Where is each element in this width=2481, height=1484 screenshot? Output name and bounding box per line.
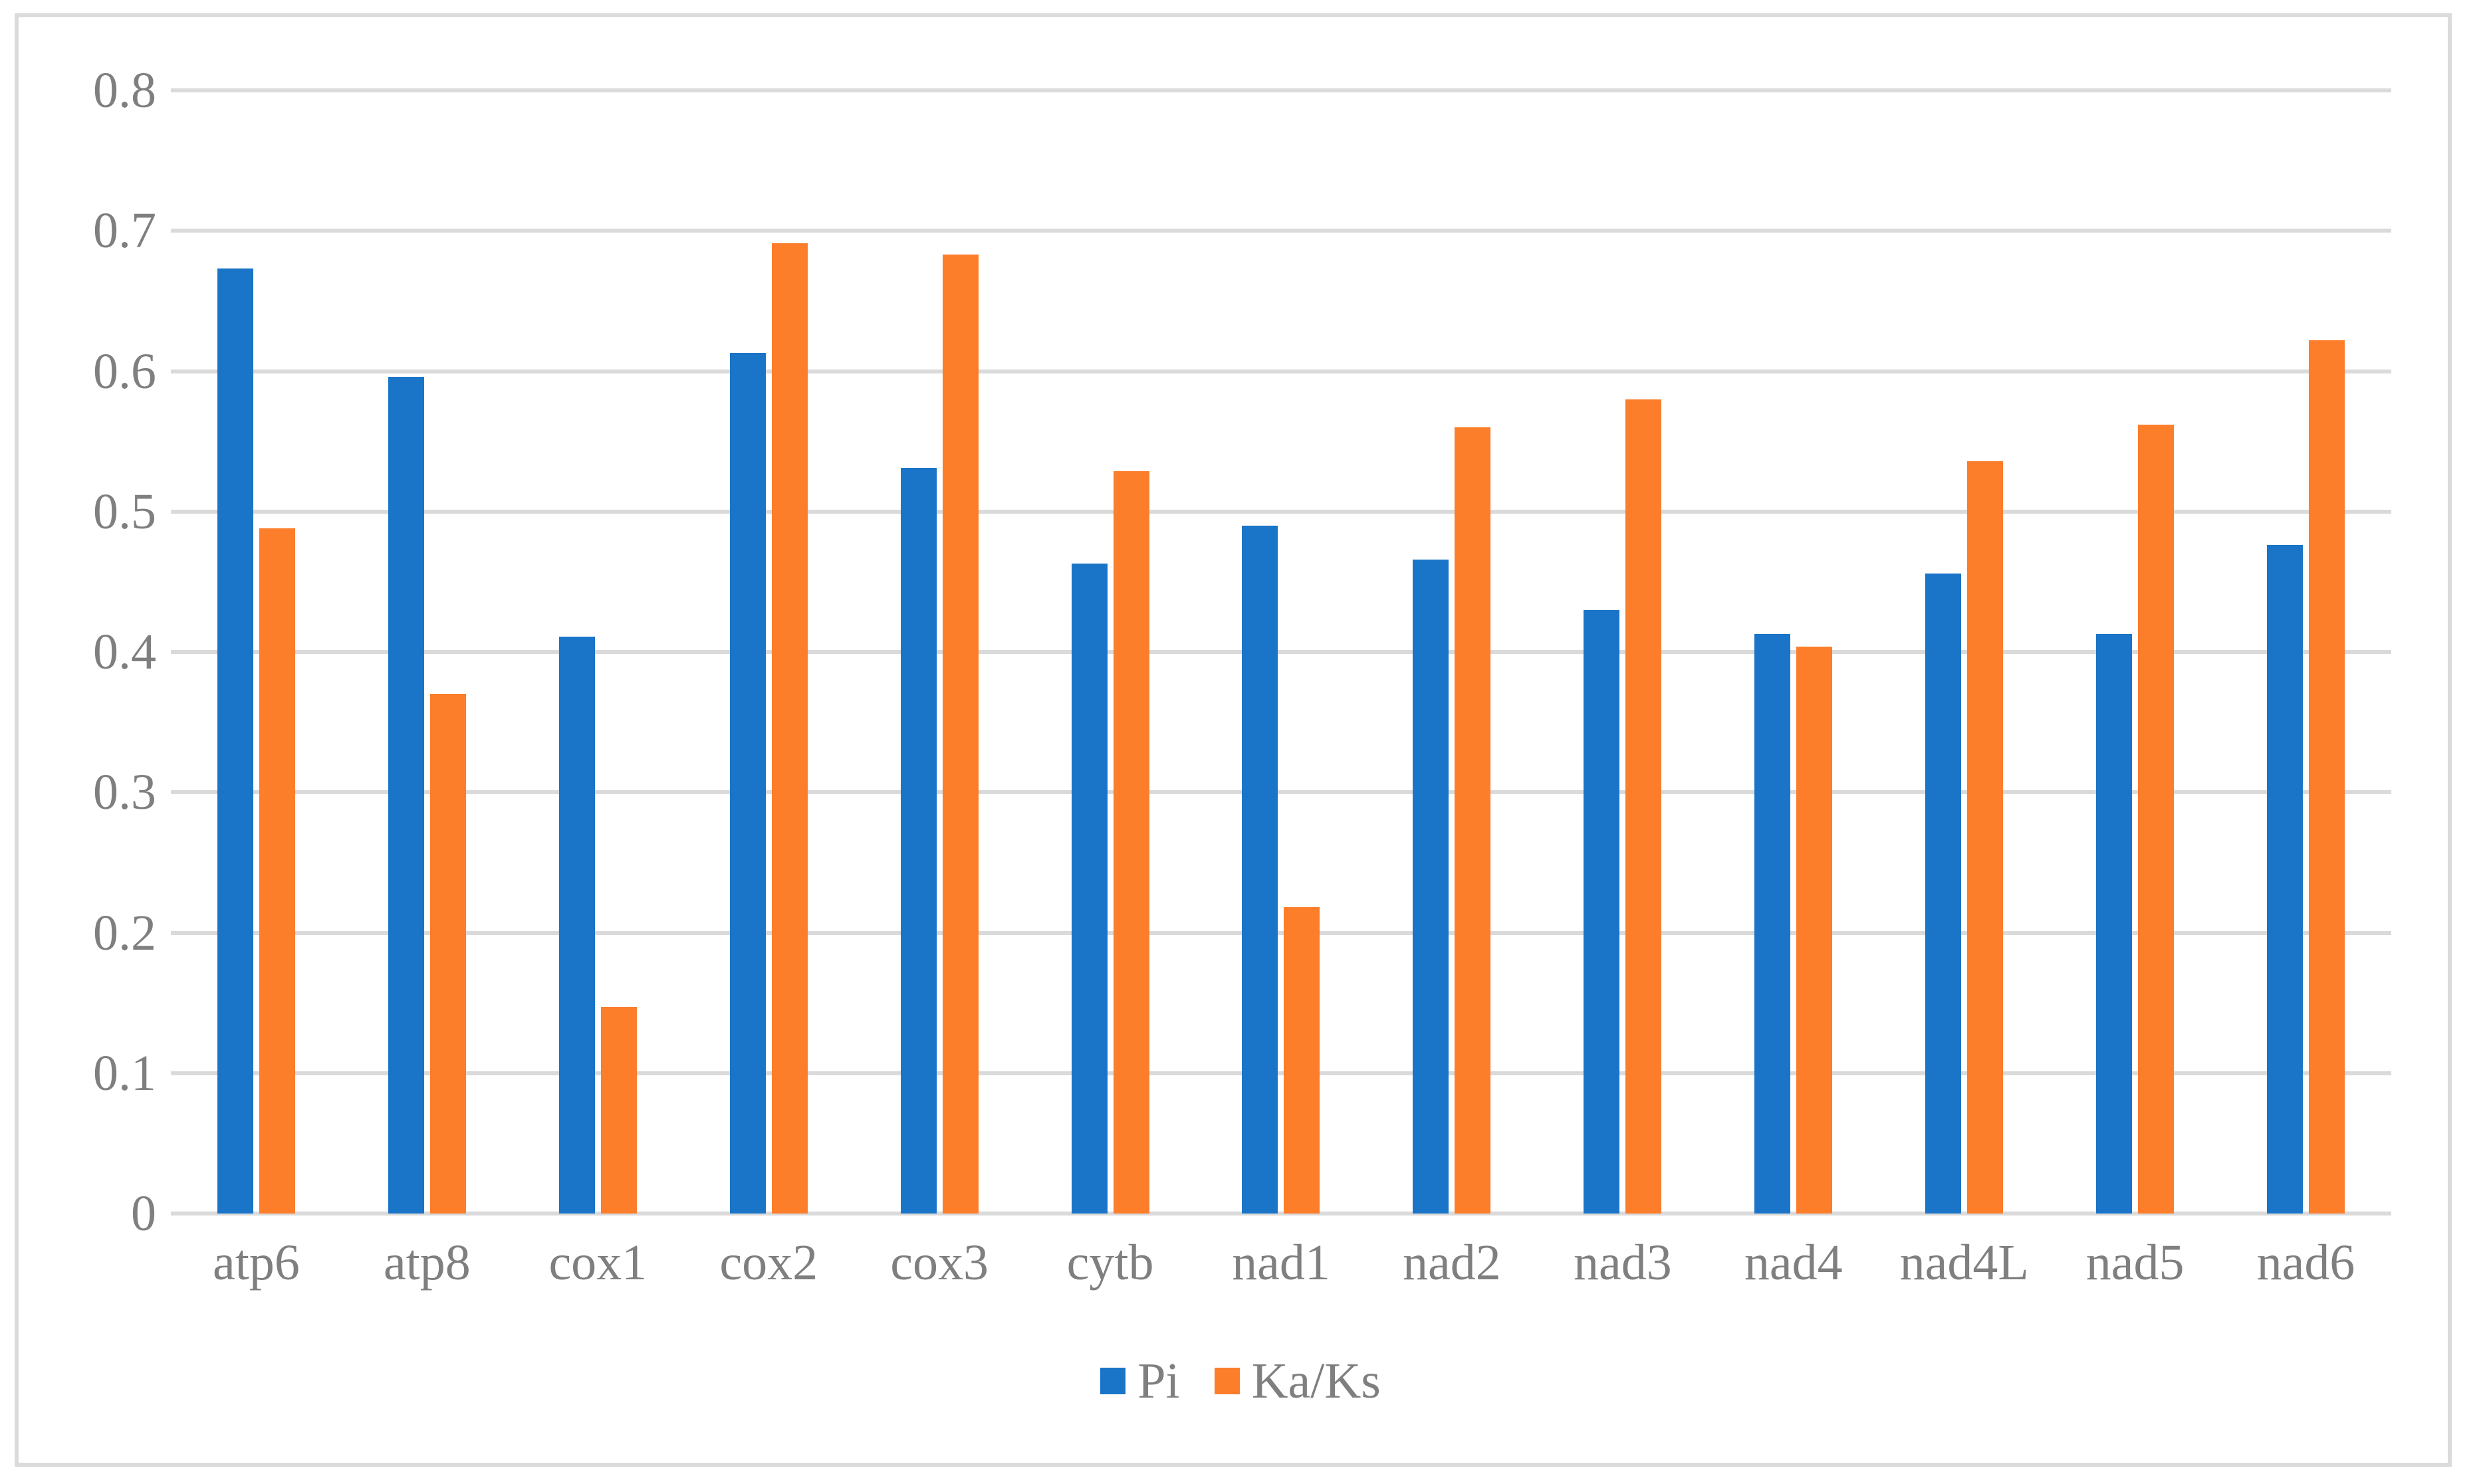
bar-group-cox2 bbox=[683, 90, 854, 1214]
bar-nad4-Pi bbox=[1754, 633, 1791, 1214]
gridline-0.3 bbox=[171, 790, 2391, 795]
y-tick-label-0.2: 0.2 bbox=[93, 904, 156, 961]
legend-item-Ka-Ks: Ka/Ks bbox=[1214, 1353, 1381, 1409]
x-tick-label-nad1: nad1 bbox=[1232, 1235, 1330, 1291]
bar-group-nad2 bbox=[1366, 90, 1537, 1214]
plot-area bbox=[171, 88, 2391, 1216]
x-tick-label-nad4L: nad4L bbox=[1899, 1235, 2029, 1291]
bar-nad2-Ka-Ks bbox=[1455, 427, 1491, 1214]
bar-group-atp8 bbox=[342, 90, 513, 1214]
bar-cox1-Pi bbox=[558, 636, 595, 1214]
bar-nad6-Pi bbox=[2267, 545, 2304, 1214]
x-tick-label-nad3: nad3 bbox=[1573, 1235, 1672, 1291]
bar-group-cox1 bbox=[513, 90, 683, 1214]
x-tick-label-cox1: cox1 bbox=[548, 1235, 648, 1291]
bar-nad6-Ka-Ks bbox=[2309, 340, 2345, 1214]
legend-label: Pi bbox=[1137, 1353, 1180, 1409]
x-axis-line bbox=[171, 1212, 2391, 1216]
gridline-0.8 bbox=[171, 88, 2391, 92]
bar-cox2-Pi bbox=[729, 353, 766, 1214]
gridline-0.5 bbox=[171, 509, 2391, 514]
y-tick-label-0.3: 0.3 bbox=[93, 764, 156, 821]
bar-atp6-Ka-Ks bbox=[259, 528, 295, 1214]
y-tick-label-0.4: 0.4 bbox=[93, 624, 156, 680]
x-tick-label-cox3: cox3 bbox=[890, 1235, 989, 1291]
gridline-0.6 bbox=[171, 369, 2391, 373]
y-tick-label-0.5: 0.5 bbox=[93, 483, 156, 540]
y-tick-label-0: 0 bbox=[131, 1186, 156, 1241]
bar-group-cytb bbox=[1025, 90, 1196, 1214]
bar-nad5-Ka-Ks bbox=[2138, 424, 2175, 1214]
bar-group-atp6 bbox=[171, 90, 342, 1214]
bar-nad1-Pi bbox=[1242, 525, 1278, 1214]
bar-group-nad5 bbox=[2050, 90, 2220, 1214]
x-tick-label-cytb: cytb bbox=[1066, 1235, 1154, 1291]
bar-atp8-Pi bbox=[388, 376, 424, 1214]
bars-layer bbox=[171, 90, 2391, 1214]
y-axis: 0 0.1 0.2 0.3 0.4 0.5 0.6 0.7 0.8 bbox=[40, 65, 156, 1239]
bar-cox2-Ka-Ks bbox=[771, 243, 808, 1214]
x-tick-label-nad5: nad5 bbox=[2085, 1235, 2185, 1291]
legend-label: Ka/Ks bbox=[1251, 1353, 1381, 1409]
bar-group-nad6 bbox=[2220, 90, 2391, 1214]
x-tick-label-atp8: atp8 bbox=[383, 1235, 471, 1291]
bar-cytb-Pi bbox=[1071, 563, 1108, 1214]
y-tick-label-0.7: 0.7 bbox=[93, 203, 156, 259]
bar-nad4-Ka-Ks bbox=[1796, 646, 1833, 1214]
bar-nad3-Pi bbox=[1584, 609, 1620, 1214]
bar-cox3-Pi bbox=[900, 468, 937, 1214]
bar-nad4L-Pi bbox=[1925, 573, 1962, 1214]
bar-nad5-Pi bbox=[2096, 633, 2133, 1214]
y-tick-label-0.6: 0.6 bbox=[93, 343, 156, 399]
y-tick-label-0.1: 0.1 bbox=[93, 1045, 156, 1101]
gridline-0.2 bbox=[171, 930, 2391, 935]
bar-nad2-Pi bbox=[1413, 559, 1449, 1214]
x-tick-label-nad2: nad2 bbox=[1403, 1235, 1501, 1291]
legend: Pi Ka/Ks bbox=[0, 1356, 2481, 1406]
bar-group-nad4L bbox=[1879, 90, 2050, 1214]
legend-item-Pi: Pi bbox=[1100, 1353, 1180, 1409]
bar-cox3-Ka-Ks bbox=[942, 255, 979, 1214]
bar-cox1-Ka-Ks bbox=[600, 1007, 637, 1214]
x-tick-label-nad6: nad6 bbox=[2256, 1235, 2355, 1291]
bar-group-cox3 bbox=[854, 90, 1025, 1214]
bar-group-nad4 bbox=[1708, 90, 1879, 1214]
bar-group-nad1 bbox=[1196, 90, 1367, 1214]
bar-group-nad3 bbox=[1537, 90, 1708, 1214]
x-axis: atp6 atp8 cox1 cox2 cox3 cytb nad1 nad2 nad3 nad4… bbox=[171, 1237, 2391, 1288]
bar-atp6-Pi bbox=[217, 268, 253, 1214]
gridline-0.4 bbox=[171, 650, 2391, 654]
gridline-0.1 bbox=[171, 1071, 2391, 1075]
legend-swatch-icon bbox=[1100, 1368, 1126, 1394]
bar-nad4L-Ka-Ks bbox=[1967, 461, 2004, 1214]
bar-atp8-Ka-Ks bbox=[429, 694, 466, 1214]
y-tick-label-0.8: 0.8 bbox=[93, 62, 156, 118]
legend-swatch-icon bbox=[1214, 1368, 1240, 1394]
x-tick-label-cox2: cox2 bbox=[719, 1235, 818, 1291]
bar-nad1-Ka-Ks bbox=[1284, 907, 1320, 1214]
bar-cytb-Ka-Ks bbox=[1113, 471, 1149, 1214]
x-tick-label-atp6: atp6 bbox=[213, 1235, 300, 1291]
gridline-0.7 bbox=[171, 229, 2391, 233]
bar-nad3-Ka-Ks bbox=[1625, 399, 1662, 1214]
x-tick-label-nad4: nad4 bbox=[1744, 1235, 1843, 1291]
